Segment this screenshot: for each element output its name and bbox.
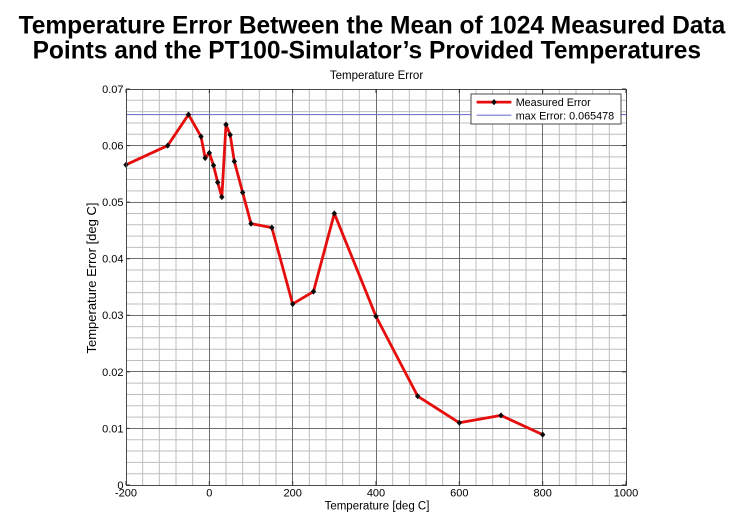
- svg-text:0.04: 0.04: [102, 254, 123, 266]
- svg-text:Temperature Error: Temperature Error: [330, 70, 423, 82]
- svg-text:0.05: 0.05: [102, 197, 123, 209]
- svg-text:Points and the PT100-Simulator: Points and the PT100-Simulator’s Provide…: [33, 38, 701, 65]
- svg-text:max Error: 0.065478: max Error: 0.065478: [516, 111, 614, 123]
- svg-text:0: 0: [206, 487, 212, 499]
- svg-text:Temperature [deg C]: Temperature [deg C]: [325, 501, 430, 513]
- svg-text:0.06: 0.06: [102, 140, 123, 152]
- svg-text:Measured Error: Measured Error: [516, 97, 591, 109]
- svg-text:-200: -200: [115, 487, 137, 499]
- svg-text:1000: 1000: [614, 487, 638, 499]
- svg-text:0.03: 0.03: [102, 310, 123, 322]
- svg-text:0.07: 0.07: [102, 84, 123, 96]
- svg-text:Temperature Error [deg C]: Temperature Error [deg C]: [84, 202, 99, 353]
- svg-text:0.02: 0.02: [102, 367, 123, 379]
- svg-text:600: 600: [450, 487, 468, 499]
- svg-text:800: 800: [533, 487, 551, 499]
- svg-text:400: 400: [367, 487, 385, 499]
- svg-text:0.01: 0.01: [102, 423, 123, 435]
- svg-text:0: 0: [117, 480, 123, 492]
- svg-text:200: 200: [283, 487, 301, 499]
- svg-text:Temperature Error Between the: Temperature Error Between the Mean of 10…: [19, 12, 726, 39]
